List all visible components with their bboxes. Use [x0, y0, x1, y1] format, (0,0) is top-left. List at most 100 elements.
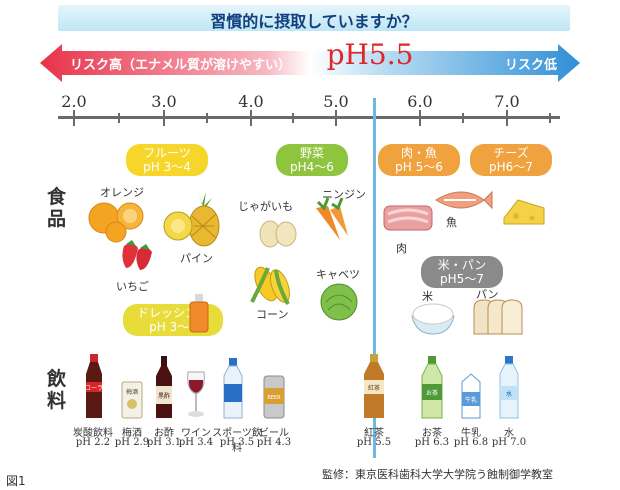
food-label-carrot: ニンジン	[322, 188, 366, 201]
food-label-pineapple: パイン	[180, 252, 213, 265]
axis-tick	[335, 110, 337, 126]
black-tea-bottle-icon: 紅茶	[364, 354, 384, 418]
axis-minor-tick	[118, 113, 120, 123]
beverage-label-0: コーラ	[85, 385, 103, 392]
rice-icon	[411, 303, 455, 335]
beverage-name: 紅茶	[364, 428, 384, 439]
axis-minor-tick	[292, 113, 294, 123]
side-label-food: 食品	[47, 186, 67, 230]
group-cheese-pill: チーズ pH6〜7	[470, 144, 552, 176]
sports-drink-bottle-icon	[223, 358, 243, 419]
beverage-label-7: お茶	[426, 389, 438, 397]
orange-icon	[88, 202, 144, 243]
pineapple-icon	[163, 190, 220, 247]
beverage-name: ビール	[259, 428, 289, 439]
group-cheese-name: チーズ	[493, 146, 529, 160]
beverage-label-1: 梅酒	[126, 388, 138, 396]
food-label-orange: オレンジ	[100, 186, 144, 199]
axis-tick	[419, 110, 421, 126]
food-label-strawberry: いちご	[116, 280, 149, 293]
beer-can-icon: BEER	[263, 375, 285, 419]
group-meat-fish-ph: pH 5〜6	[395, 160, 443, 174]
group-dressing-ph: pH 3〜4	[149, 320, 197, 334]
vinegar-bottle-icon: 黒酢	[156, 356, 172, 418]
fish-icon	[435, 190, 493, 210]
cabbage-icon	[320, 283, 358, 321]
beverage-ph: pH 2.9	[114, 437, 150, 448]
critical-ph-label: pH5.5	[326, 38, 414, 71]
tick-label: 2.0	[61, 92, 87, 111]
food-label-fish: 魚	[446, 216, 457, 229]
axis-tick	[506, 110, 508, 126]
axis-minor-tick	[549, 113, 551, 123]
beverage-name: 牛乳	[461, 428, 481, 439]
beverage-ph: pH 3.4	[178, 437, 214, 448]
corn-icon	[250, 266, 291, 305]
food-label-potato: じゃがいも	[238, 200, 293, 213]
food-label-meat: 肉	[396, 242, 407, 255]
beverage-name: お茶	[422, 428, 442, 439]
beverage-name: 炭酸飲料	[73, 428, 113, 439]
potato-icon	[259, 220, 297, 248]
side-label-drink: 飲料	[47, 368, 67, 412]
axis-tick	[163, 110, 165, 126]
axis-minor-tick	[206, 113, 208, 123]
risk-arrow	[40, 44, 580, 82]
axis-tick	[73, 110, 75, 126]
figure-label: 図1	[6, 474, 26, 488]
group-fruits-pill: フルーツ pH 3〜4	[126, 144, 208, 176]
milk-carton-icon: 牛乳	[461, 373, 481, 419]
beverage-ph: pH 2.2	[75, 437, 111, 448]
cheese-icon	[503, 199, 545, 225]
title-bar: 習慣的に摂取していますか？	[58, 5, 570, 31]
food-label-bread: パン	[476, 288, 499, 301]
group-fruits-name: フルーツ	[143, 146, 191, 160]
beverage-label-2: 黒酢	[158, 392, 170, 400]
carrot-icon	[316, 197, 348, 240]
beverage-label-9: 水	[506, 390, 512, 398]
risk-low-label: リスク低	[505, 58, 558, 73]
beverage-label-6: 紅茶	[368, 384, 380, 392]
group-meat-fish-name: 肉・魚	[400, 146, 437, 160]
group-vegetables-ph: pH4〜6	[290, 160, 334, 174]
bread-icon	[473, 299, 523, 335]
credit-note: 監修：東京医科歯科大学大学院う蝕制御学教室	[322, 468, 553, 481]
tick-label: 6.0	[407, 92, 433, 111]
group-fruits-ph: pH 3〜4	[143, 160, 191, 174]
umeshu-can-icon: 梅酒	[121, 381, 143, 419]
beverage-ph: pH 3.5	[219, 437, 255, 448]
critical-ph-line	[373, 98, 376, 458]
cola-bottle-icon: コーラ	[85, 354, 103, 418]
beverage-ph: pH 5.5	[356, 437, 392, 448]
tick-label: 3.0	[151, 92, 177, 111]
wine-glass-icon	[187, 371, 205, 417]
ph-axis	[58, 116, 560, 119]
group-vegetables-name: 野菜	[299, 146, 324, 160]
beverage-name: お酢	[154, 428, 174, 439]
axis-tick	[250, 110, 252, 126]
tick-label: 5.0	[323, 92, 349, 111]
group-cheese-ph: pH6〜7	[489, 160, 533, 174]
beverage-name: 水	[504, 428, 514, 439]
beverage-ph: pH 3.1	[146, 437, 182, 448]
strawberry-icon	[122, 240, 152, 270]
meat-icon	[383, 205, 433, 231]
page-title: 習慣的に摂取していますか？	[210, 12, 418, 31]
group-vegetables-pill: 野菜 pH4〜6	[276, 144, 348, 176]
group-rice-bread-name: 米・パン	[437, 258, 487, 272]
beverage-label-5: BEER	[267, 395, 281, 401]
dressing-bottle-icon	[189, 294, 209, 333]
food-label-rice: 米	[422, 290, 433, 303]
food-label-cabbage: キャベツ	[316, 268, 360, 281]
group-meat-fish-pill: 肉・魚 pH 5〜6	[378, 144, 460, 176]
beverage-ph: pH 6.8	[453, 437, 489, 448]
beverage-ph: pH 6.3	[414, 437, 450, 448]
beverage-ph: pH 4.3	[256, 437, 292, 448]
tick-label: 7.0	[494, 92, 520, 111]
green-tea-bottle-icon: お茶	[421, 356, 443, 419]
water-bottle-icon: 水	[499, 356, 519, 419]
risk-high-label: リスク高（エナメル質が溶けやすい）	[70, 58, 292, 73]
axis-minor-tick	[462, 113, 464, 123]
group-rice-bread-ph: pH5〜7	[440, 272, 484, 286]
beverage-name: スポーツ飲料	[212, 428, 262, 454]
